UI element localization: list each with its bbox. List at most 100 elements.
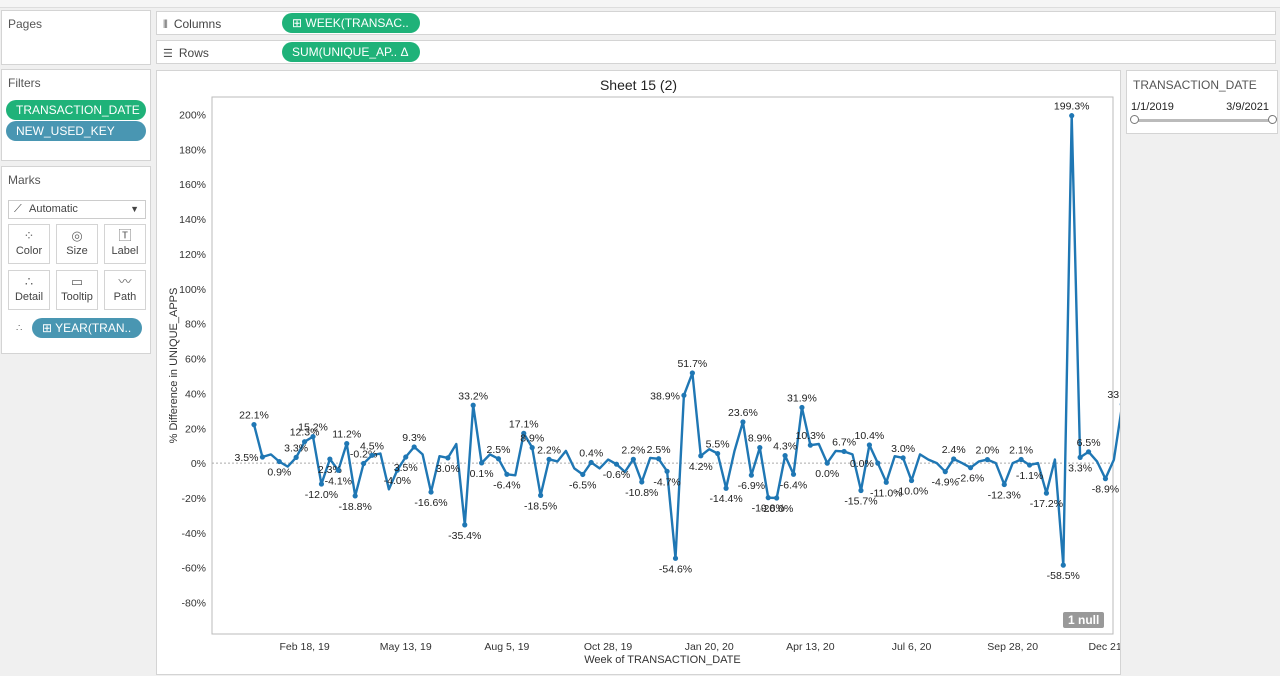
size-icon: ◎ [71,228,83,243]
data-label: -6.4% [493,479,520,491]
y-tick-label: 80% [185,319,206,331]
data-label: 15.2% [298,422,328,434]
columns-shelf[interactable]: ⦀ Columns ⊞ WEEK(TRANSAC.. [156,11,1276,35]
data-point-marker [1001,481,1007,488]
data-point-marker [639,479,645,485]
data-label: 8.9% [748,433,772,445]
data-point-marker [664,468,670,474]
columns-label: Columns [173,17,222,31]
size-button[interactable]: ◎ Size [56,224,98,264]
data-label: -1.1% [1016,470,1043,482]
data-label: 4.3% [773,441,797,453]
color-icon: ⁘ [23,228,35,243]
data-point-marker [335,467,341,473]
color-button-label: Color [15,245,43,257]
data-label: 3.5% [234,452,258,464]
tooltip-button[interactable]: ▭ Tooltip [56,270,98,310]
data-label: 3.3% [284,442,308,454]
y-axis-title: % Difference in UNIQUE_APPS [168,288,180,444]
columns-shelf-label-wrap: ⦀ Columns [163,17,221,32]
data-label: 23.6% [728,407,758,419]
date-filter-card: TRANSACTION_DATE 1/1/2019 3/9/2021 [1126,70,1278,134]
data-point-marker [580,471,586,478]
data-label: -0.6% [603,469,630,481]
data-label: -17.2% [1030,498,1063,510]
line-chart[interactable]: -80% -60% -40% -20% 0% 20% 40% 60% 80% 100% 120% 14… [157,71,1120,674]
date-slider-end-handle[interactable] [1268,115,1277,124]
data-label: -10.0% [895,486,928,498]
tooltip-icon: ▭ [70,274,84,289]
rows-shelf[interactable]: ☰ Rows SUM(UNIQUE_AP.. Δ [156,40,1276,64]
data-point-marker [394,467,400,473]
color-button[interactable]: ⁘ Color [8,224,50,264]
x-tick-label: Jan 20, 20 [685,641,734,653]
data-label: -54.6% [659,563,692,575]
data-point-marker [900,455,906,461]
chart-card: Sheet 15 (2) -80% -60% -40% -20% 0% 20% 40% 60%… [156,70,1121,675]
data-label: -11.0% [870,487,903,499]
filters-card: Filters TRANSACTION_DATE NEW_USED_KEY [1,69,151,161]
x-tick-label: Sep 28, 20 [987,641,1038,653]
label-button[interactable]: 🅃 Label [104,224,146,264]
data-point-marker [799,404,805,411]
x-tick-label: Dec 21, 20 [1088,641,1120,653]
data-point-marker [613,461,620,467]
y-tick-label: 140% [179,214,206,226]
data-point-marker [259,454,266,460]
data-point-marker [344,441,350,447]
data-label: 22.1% [239,410,269,422]
data-label: -8.9% [1092,484,1119,496]
data-point-marker [858,487,864,494]
date-slider-track[interactable] [1135,119,1273,122]
filter-pill-new-used-key[interactable]: NEW_USED_KEY [6,121,146,141]
data-point-marker [310,434,316,440]
date-slider-start-handle[interactable] [1130,115,1139,124]
data-point-marker [1043,490,1050,496]
data-point-marker [672,555,679,561]
data-label: 10.3% [795,430,825,442]
data-point-marker [883,479,889,485]
data-label: -16.6% [414,497,447,509]
data-point-marker [546,456,552,462]
data-point-marker [1060,562,1066,568]
data-point-marker [538,492,544,498]
null-indicator[interactable]: 1 null [1063,612,1105,628]
path-button[interactable]: 〰 Path [104,270,146,310]
detail-button[interactable]: ∴ Detail [8,270,50,310]
size-button-label: Size [66,245,88,257]
data-label: 33.8% [1107,389,1120,401]
tooltip-button-label: Tooltip [61,291,93,303]
columns-pill[interactable]: ⊞ WEEK(TRANSAC.. [282,13,420,33]
rows-pill[interactable]: SUM(UNIQUE_AP.. Δ [282,42,420,62]
data-label: 3.3% [1068,462,1092,474]
data-label: 38.9% [650,390,680,402]
data-label: -35.4% [448,530,481,542]
data-point-marker [841,448,847,455]
data-point-marker [984,457,991,463]
data-label: 0.1% [470,468,494,480]
plot-area [211,96,1114,635]
data-label: 6.5% [1077,437,1101,449]
filters-title: Filters [8,76,41,90]
data-label: -6.4% [780,479,807,491]
data-label: 10.4% [854,430,884,442]
data-point-marker [428,489,434,495]
y-tick-label: -60% [181,563,206,575]
detail-pill-year[interactable]: ⊞ YEAR(TRAN.. [32,318,142,338]
data-point-marker [748,472,754,478]
mark-type-dropdown[interactable]: ⟋ Automatic ▼ [8,200,146,219]
filter-pill-transaction-date[interactable]: TRANSACTION_DATE [6,100,146,120]
data-point-marker [352,493,358,499]
data-label: -19.8% [752,503,785,515]
data-label: 51.7% [677,358,707,370]
detail-button-label: Detail [14,291,44,303]
data-point-marker [411,444,417,450]
data-point-marker [529,445,535,451]
data-point-marker [807,442,813,448]
data-point-marker [698,453,704,459]
data-label: 8.9% [520,433,544,445]
data-label: 3.5% [394,462,418,474]
data-label: -4.9% [932,477,959,489]
data-label: 0.0% [850,458,874,470]
data-label: 11.2% [332,429,361,441]
